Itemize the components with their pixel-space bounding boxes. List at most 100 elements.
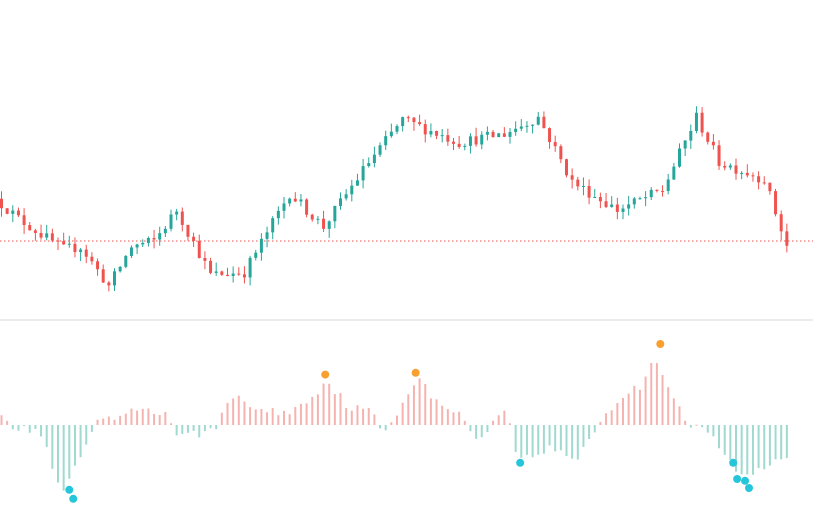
candle-body [101,269,105,283]
histogram-bar [695,424,698,426]
candle-body [678,148,681,167]
histogram-bar [345,407,348,425]
candle-body [248,257,252,278]
candle-body [299,199,303,202]
histogram-bar [407,394,410,425]
candle-body [655,189,659,191]
candle-body [118,266,122,272]
histogram-bar [582,425,585,447]
candle-body [242,274,246,278]
histogram-bar [226,402,229,425]
candle-body [322,218,326,229]
candle-body [84,249,88,257]
histogram-bar [452,412,455,425]
histogram-bar [542,425,545,454]
candle-body [310,214,314,220]
candle-body [288,198,292,204]
candle-body [734,165,738,174]
candle-body [615,204,619,212]
candle-body [531,124,535,126]
candle-body [525,125,529,127]
histogram-bar [390,422,393,425]
histogram-bar [492,420,495,425]
candle-body [621,208,625,212]
candle-body [192,236,196,241]
histogram-bar [288,414,291,425]
candle-body [406,117,410,119]
candle-body [638,198,642,200]
peak-marker [321,370,330,379]
histogram-bar [627,393,630,425]
candle-body [378,145,382,155]
histogram-bar [622,397,624,425]
candle-body [67,243,71,245]
histogram-bar [520,425,523,458]
candle-body [774,191,778,215]
candle-body [457,143,461,147]
candle-body [22,215,26,226]
histogram-bar [537,425,540,455]
histogram-bar [633,385,636,425]
histogram-bar [763,425,766,470]
candle-body [440,135,444,137]
histogram-bar [277,415,280,425]
histogram-bar [158,415,161,425]
candle-body [627,204,631,209]
histogram-bar [90,425,93,432]
histogram-bar [655,362,658,425]
histogram-bar [735,425,737,472]
histogram-bar [429,398,432,425]
histogram-bar [322,383,325,425]
histogram-bar [458,411,461,425]
histogram-bar [571,425,574,459]
trough-marker [516,458,525,467]
candle-body [497,133,501,138]
candle-body [542,116,546,129]
candle-body [107,282,111,286]
candle-body [214,271,218,273]
peak-marker [411,368,420,377]
histogram-bar [379,425,382,429]
histogram-bar [757,425,760,469]
histogram-bar [424,383,427,425]
histogram-bar [237,395,240,425]
histogram-bar [712,425,715,437]
candle-body [259,238,263,253]
histogram-bar [107,416,110,425]
histogram-bar [740,425,743,475]
candle-body [129,247,133,256]
histogram-bar [96,419,99,425]
histogram-bar [124,413,127,425]
histogram-bar [785,425,788,459]
candle-body [0,198,3,209]
candle-body [728,165,732,168]
candle-body [152,238,156,240]
histogram-bar [79,425,82,458]
histogram-bar [350,410,353,425]
histogram-bar [175,425,178,436]
candle-body [231,273,235,277]
histogram-bar [509,423,511,425]
candle-body [565,159,568,176]
histogram-bar [396,415,398,425]
histogram-bar [62,425,65,491]
candle-body [491,131,495,138]
candle-body [56,240,60,242]
histogram-bar [51,425,54,469]
histogram-bar [593,425,596,433]
candle-body [28,225,32,231]
histogram-bar [192,425,195,431]
histogram-bar [729,425,732,461]
histogram-bar [605,413,608,425]
candle-body [16,210,20,216]
histogram-bar [328,383,331,425]
histogram-bar [102,418,105,425]
candle-body [361,166,365,181]
candle-body [50,233,54,241]
histogram-bar [565,425,568,457]
histogram-bar [40,425,43,437]
histogram-bar [34,425,37,430]
histogram-bar [333,394,336,425]
candle-body [514,128,518,133]
